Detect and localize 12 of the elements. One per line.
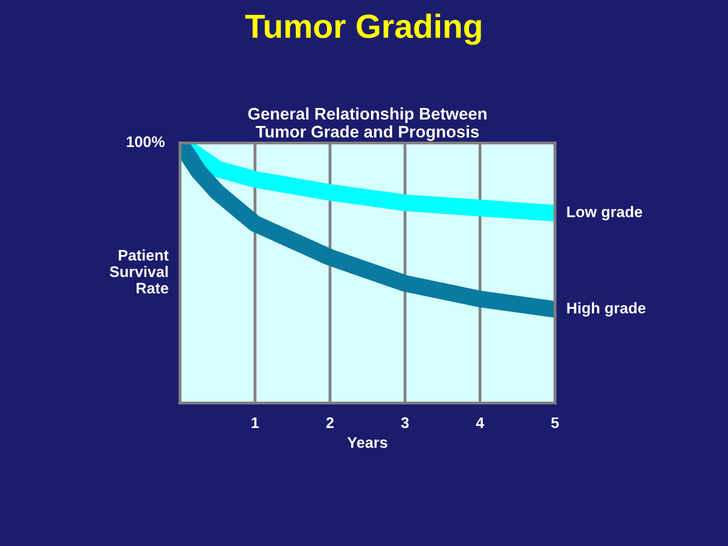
x-tick-label: 3 bbox=[401, 417, 409, 428]
chart-title: Tumor Grading bbox=[245, 14, 481, 45]
y-axis-title: Patient Survival Rate bbox=[110, 249, 169, 294]
x-tick-label: 5 bbox=[551, 417, 559, 428]
series-label: High grade bbox=[567, 302, 646, 317]
x-tick-label: 2 bbox=[326, 417, 334, 428]
x-tick-label: 4 bbox=[476, 417, 484, 428]
series-label: Low grade bbox=[567, 206, 642, 220]
x-tick-label: 1 bbox=[252, 417, 259, 428]
text: 100% bbox=[126, 136, 165, 148]
x-axis-title: Years bbox=[347, 437, 388, 448]
chart-subtitle: General Relationship Between Tumor Grade and Prognosis bbox=[248, 107, 486, 141]
